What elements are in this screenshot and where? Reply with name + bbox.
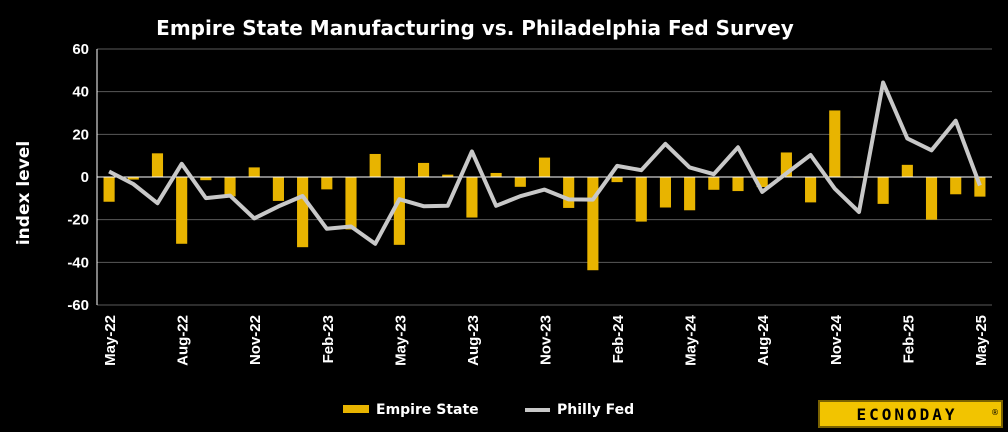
legend-label-empire-state: Empire State bbox=[376, 402, 479, 418]
bar-Nov-22 bbox=[248, 167, 260, 177]
bar-Oct-22 bbox=[224, 177, 236, 197]
x-tick-label: May-22 bbox=[102, 315, 119, 366]
bar-Jun-22 bbox=[127, 177, 139, 180]
x-tick-labels: May-22 Aug-22 Nov-22 Feb-23 May-23 Aug-23 Nov-… bbox=[102, 314, 990, 366]
bar-Mar-24 bbox=[635, 177, 647, 222]
x-tick-label: Feb-24 bbox=[610, 314, 627, 363]
logo-text: ECONODAY bbox=[856, 405, 957, 424]
bar-Apr-24 bbox=[659, 177, 672, 208]
x-tick-label: Nov-24 bbox=[828, 314, 845, 365]
bar-Feb-25 bbox=[901, 164, 913, 177]
bar-Jan-24 bbox=[587, 177, 599, 271]
y-tick-label: 0 bbox=[81, 169, 89, 186]
econoday-logo: ECONODAY ® bbox=[818, 400, 1003, 428]
bar-Jun-24 bbox=[708, 177, 720, 190]
x-tick-label: Aug-23 bbox=[465, 315, 482, 366]
bar-May-24 bbox=[684, 177, 696, 211]
bar-Jul-22 bbox=[151, 153, 164, 177]
empire-state-bars bbox=[103, 110, 986, 271]
bar-Jan-23 bbox=[297, 177, 309, 248]
x-tick-label: Feb-25 bbox=[900, 315, 917, 363]
bar-Nov-23 bbox=[538, 157, 551, 177]
bar-Aug-23 bbox=[466, 177, 478, 218]
x-tick-label: May-25 bbox=[973, 315, 990, 366]
x-tick-label: May-24 bbox=[683, 314, 700, 366]
bar-Jul-23 bbox=[442, 174, 454, 177]
logo-registered-mark: ® bbox=[991, 408, 999, 417]
y-tick-label: 60 bbox=[72, 41, 89, 58]
bar-Sep-24 bbox=[780, 152, 792, 177]
bar-May-23 bbox=[393, 177, 405, 245]
chart-title: Empire State Manufacturing vs. Philadelp… bbox=[156, 16, 794, 40]
y-tick-label: 40 bbox=[72, 84, 89, 101]
logo-box bbox=[818, 400, 1003, 428]
y-tick-label: -40 bbox=[67, 254, 89, 271]
gridlines bbox=[97, 48, 992, 306]
bar-Feb-23 bbox=[321, 177, 333, 190]
bar-Oct-24 bbox=[805, 177, 817, 203]
bar-May-22 bbox=[103, 177, 115, 202]
bar-Jan-25 bbox=[877, 177, 889, 204]
legend-label-philly-fed: Philly Fed bbox=[557, 402, 634, 418]
x-tick-label: Nov-22 bbox=[247, 315, 264, 365]
y-tick-labels: 60 40 20 0 -20 -40 -60 bbox=[67, 41, 89, 314]
bar-Oct-23 bbox=[514, 177, 526, 187]
bar-Dec-22 bbox=[272, 177, 284, 201]
bar-Mar-25 bbox=[925, 177, 938, 220]
bar-Feb-24 bbox=[611, 177, 623, 183]
bar-Jul-24 bbox=[732, 177, 744, 192]
bar-Sep-22 bbox=[200, 177, 212, 181]
legend: Empire State Philly Fed bbox=[343, 402, 634, 418]
y-axis-label: index level bbox=[14, 141, 34, 245]
bar-Sep-23 bbox=[490, 172, 502, 177]
x-tick-label: Aug-22 bbox=[175, 315, 192, 366]
bar-Aug-24 bbox=[756, 177, 768, 188]
bar-Jun-23 bbox=[417, 162, 430, 177]
bar-May-25 bbox=[974, 177, 986, 197]
y-tick-label: -20 bbox=[67, 212, 89, 229]
x-tick-label: Nov-23 bbox=[538, 315, 555, 365]
legend-swatch-empire-state bbox=[343, 405, 369, 413]
philly-fed-line bbox=[108, 80, 982, 246]
x-tick-label: Aug-24 bbox=[755, 314, 772, 365]
bar-Aug-22 bbox=[176, 177, 188, 244]
x-tick-label: Feb-23 bbox=[320, 315, 337, 363]
bar-Mar-23 bbox=[345, 177, 357, 230]
y-tick-label: -60 bbox=[67, 297, 89, 314]
bar-Apr-23 bbox=[369, 153, 381, 177]
bar-Nov-24 bbox=[829, 110, 841, 177]
y-tick-label: 20 bbox=[72, 126, 89, 143]
bar-Dec-23 bbox=[563, 177, 575, 208]
bar-Apr-25 bbox=[950, 177, 962, 195]
x-tick-label: May-23 bbox=[392, 315, 409, 366]
